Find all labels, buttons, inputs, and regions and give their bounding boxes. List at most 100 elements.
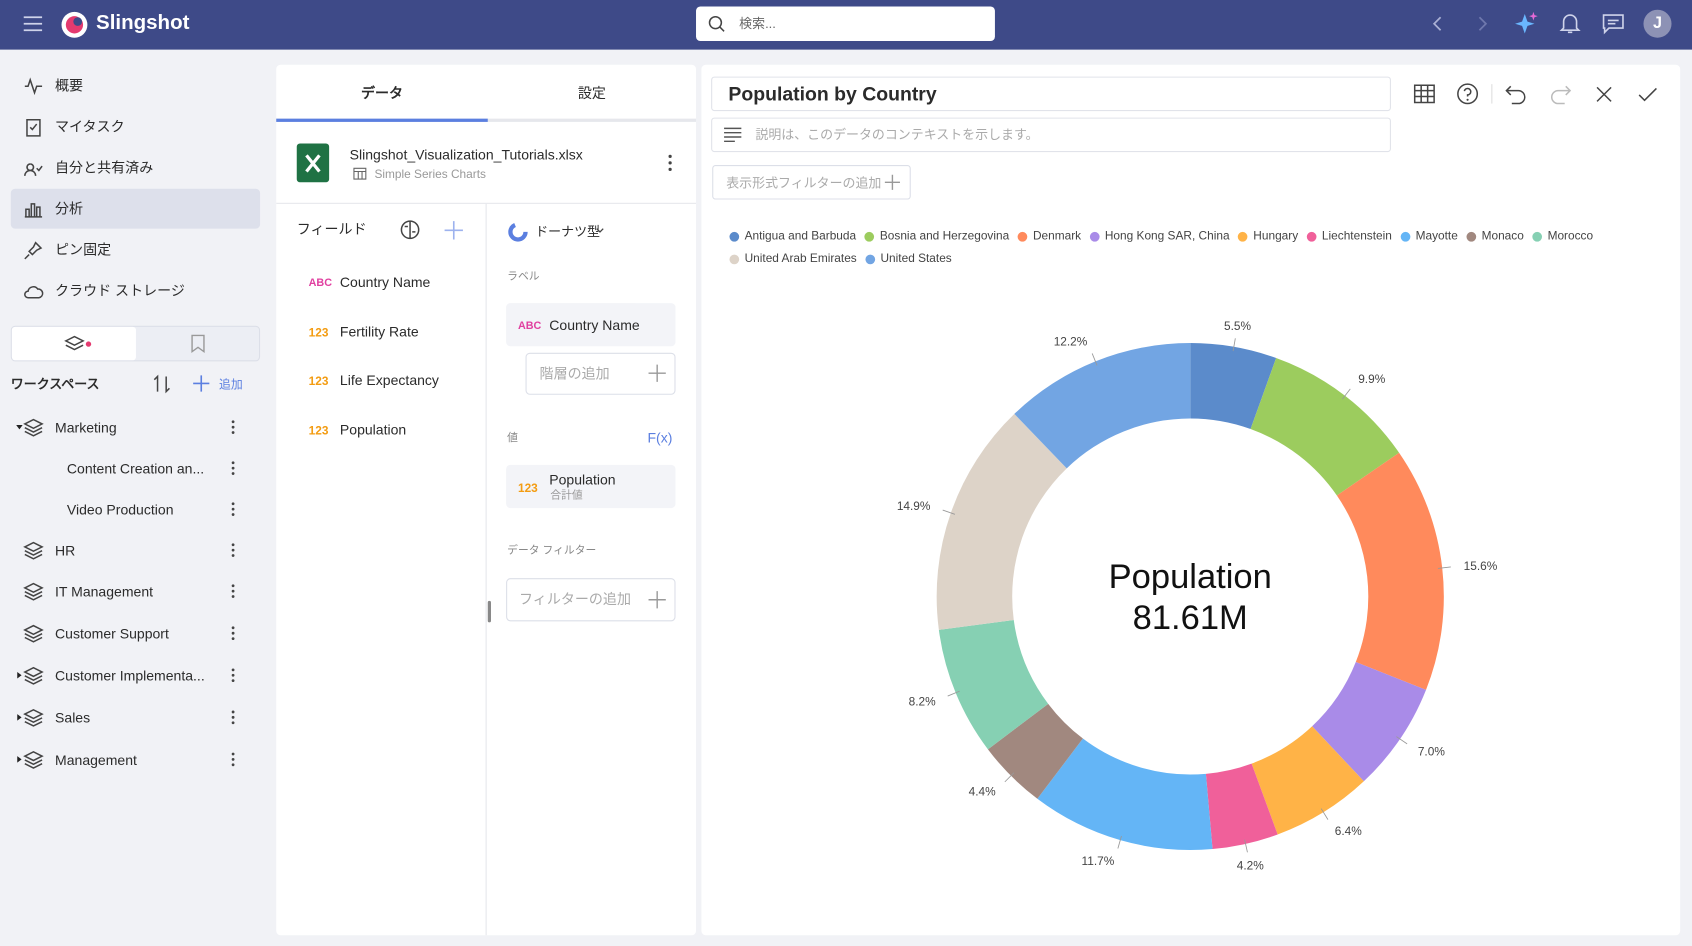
workspace-child[interactable]: Video Production — [66, 501, 174, 518]
donut-slice[interactable] — [938, 619, 1049, 750]
tab-data[interactable]: データ — [360, 85, 404, 102]
donut-slice[interactable] — [1037, 738, 1213, 851]
legend-swatch — [1532, 231, 1543, 242]
workspace-item[interactable]: Marketing — [55, 419, 117, 436]
donut-slice[interactable] — [1251, 726, 1364, 835]
confirm-icon[interactable] — [1638, 87, 1657, 102]
notification-icon[interactable] — [1559, 13, 1581, 35]
resize-handle[interactable] — [487, 600, 491, 623]
search-box[interactable] — [696, 6, 995, 41]
donut-slice[interactable] — [1312, 662, 1427, 782]
format-filter: 表示形式フィルターの追加 — [726, 175, 882, 191]
expand-arrow[interactable] — [16, 714, 22, 721]
more-menu[interactable] — [231, 502, 235, 517]
donut-slice[interactable] — [1205, 763, 1278, 850]
table-icon[interactable] — [1413, 84, 1436, 104]
workspace-item[interactable]: Sales — [55, 709, 91, 726]
nav-item[interactable]: 分析 — [55, 200, 84, 217]
expand-arrow[interactable] — [16, 424, 23, 430]
brain-icon[interactable] — [399, 219, 421, 241]
workspace-child[interactable]: Content Creation an... — [66, 460, 205, 477]
workspace-item[interactable]: HR — [55, 542, 76, 559]
expand-arrow[interactable] — [16, 756, 22, 763]
redo-icon[interactable] — [1550, 85, 1572, 105]
ai-icon[interactable] — [1513, 11, 1539, 37]
value-field-pill[interactable] — [506, 464, 676, 509]
dot — [231, 425, 235, 429]
dot — [231, 679, 235, 683]
label-field-name: Country Name — [549, 317, 640, 334]
leader-line — [1117, 835, 1122, 849]
nav-item[interactable]: 概要 — [55, 77, 84, 94]
more-menu[interactable] — [231, 543, 235, 558]
arrow — [16, 425, 23, 430]
legend-label: Morocco — [1547, 229, 1594, 243]
donut-slice[interactable] — [1190, 343, 1277, 430]
donut-slice[interactable] — [1250, 358, 1400, 496]
legend-label: Mayotte — [1415, 229, 1458, 243]
undo-icon[interactable] — [1505, 85, 1527, 105]
dot — [231, 595, 235, 598]
label-field-pill[interactable] — [506, 303, 676, 347]
nav-item[interactable]: マイタスク — [55, 118, 125, 135]
nav-icon — [24, 286, 44, 299]
add-filter-box[interactable] — [506, 578, 676, 622]
file-menu[interactable] — [668, 154, 672, 171]
icon-shape — [23, 418, 44, 437]
field-name[interactable]: Fertility Rate — [339, 323, 419, 340]
field-name[interactable]: Life Expectancy — [339, 372, 439, 389]
donut-slice[interactable] — [1014, 343, 1191, 469]
more-menu[interactable] — [231, 710, 235, 725]
more-menu[interactable] — [231, 584, 235, 599]
icon-shape — [24, 163, 43, 176]
nav-item[interactable]: 自分と共有済み — [55, 159, 154, 176]
icon-shape — [23, 666, 44, 685]
back-icon[interactable] — [1431, 16, 1444, 31]
avatar[interactable]: J — [1643, 9, 1672, 38]
value-field-name: Population — [549, 471, 616, 488]
forward-icon[interactable] — [1476, 16, 1489, 31]
divider — [276, 202, 697, 204]
tab-settings[interactable]: 設定 — [577, 85, 606, 102]
donut-type-icon — [508, 222, 528, 242]
dot — [231, 626, 235, 630]
divider — [485, 203, 487, 936]
workspace-item[interactable]: Management — [55, 751, 137, 769]
expand-arrow[interactable] — [16, 672, 22, 679]
close-icon[interactable] — [1596, 86, 1612, 102]
title-box[interactable] — [711, 76, 1391, 112]
format-filter-box[interactable] — [712, 165, 911, 200]
add-icon[interactable] — [193, 375, 210, 392]
more-menu[interactable] — [231, 420, 235, 435]
description-box[interactable] — [711, 117, 1391, 153]
donut-slice[interactable] — [936, 413, 1067, 630]
help-icon[interactable] — [1457, 83, 1479, 105]
nav-item[interactable]: クラウド ストレージ — [55, 282, 185, 299]
more-menu[interactable] — [231, 752, 235, 767]
field-name[interactable]: Country Name — [339, 273, 431, 291]
workspace-item[interactable]: Customer Support — [55, 625, 169, 642]
add-field-icon[interactable] — [444, 221, 463, 240]
add-hierarchy-box[interactable] — [525, 352, 676, 395]
leader-line — [1004, 772, 1015, 783]
workspace-item[interactable]: IT Management — [55, 583, 154, 600]
more-menu[interactable] — [231, 668, 235, 683]
fx-button[interactable]: F(x) — [647, 429, 673, 446]
sort-icon[interactable] — [152, 374, 171, 394]
workspace-tab[interactable] — [11, 326, 136, 361]
chat-icon[interactable] — [1602, 14, 1624, 35]
more-menu[interactable] — [231, 626, 235, 641]
workspace-item[interactable]: Customer Implementa... — [55, 667, 205, 684]
legend-label: Antigua and Barbuda — [744, 229, 857, 243]
chart-type[interactable]: ドーナツ型 — [535, 224, 600, 240]
menu-icon[interactable] — [23, 15, 43, 32]
legend-swatch — [1466, 231, 1477, 242]
bookmark-tab-icon[interactable] — [191, 334, 206, 354]
nav-item[interactable]: ピン固定 — [55, 241, 112, 258]
search-placeholder: 検索... — [739, 16, 776, 32]
workspace-add[interactable]: 追加 — [219, 378, 243, 392]
more-menu[interactable] — [231, 461, 235, 476]
field-name[interactable]: Population — [339, 421, 407, 438]
donut-slice[interactable] — [1336, 452, 1444, 690]
